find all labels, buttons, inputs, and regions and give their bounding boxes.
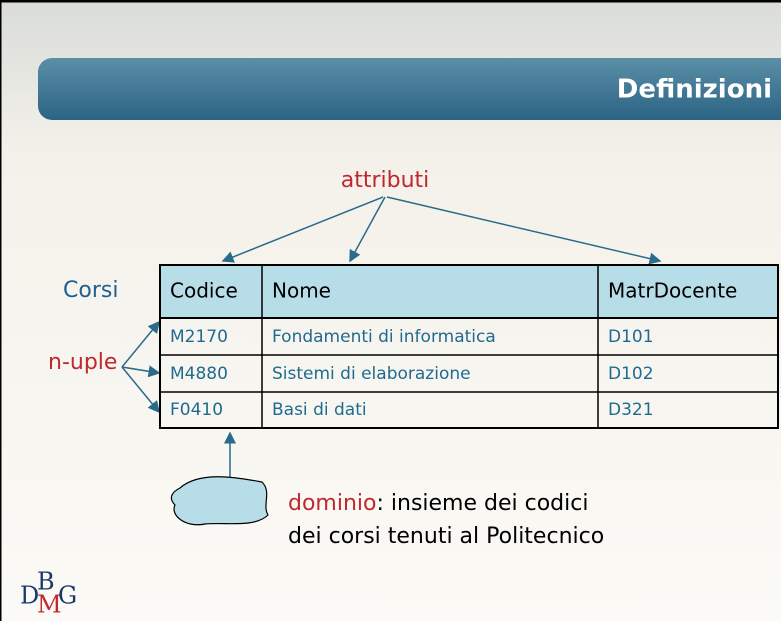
table-cell: F0410 bbox=[170, 400, 223, 420]
title: Definizioni bbox=[617, 75, 772, 105]
arrows bbox=[121, 196, 662, 478]
label-tuples: n-uple bbox=[48, 350, 117, 375]
logo-g: G bbox=[58, 582, 77, 610]
table-cell: M2170 bbox=[170, 327, 228, 347]
table-header-bg bbox=[160, 265, 778, 318]
table-cell: M4880 bbox=[170, 364, 228, 384]
domain-text: dominio: insieme dei codici bbox=[288, 491, 588, 516]
logo-d: D bbox=[20, 582, 39, 610]
table-cell: D101 bbox=[608, 327, 654, 347]
logo-b: B bbox=[37, 568, 55, 596]
table-header-cell: MatrDocente bbox=[608, 279, 737, 303]
logo: D B M G bbox=[20, 568, 77, 619]
table-cell: D102 bbox=[608, 364, 654, 384]
table-cell: Sistemi di elaborazione bbox=[272, 364, 471, 384]
table: Codice Nome MatrDocente M2170 Fondamenti di … bbox=[170, 279, 737, 421]
domain-rest: : insieme dei codici bbox=[376, 491, 588, 516]
domain-line2: dei corsi tenuti al Politecnico bbox=[288, 524, 604, 549]
domain-blob bbox=[170, 476, 269, 526]
domain-word: dominio bbox=[288, 491, 376, 516]
table-grid bbox=[159, 264, 779, 429]
table-cell: Basi di dati bbox=[272, 400, 367, 420]
table-cell: Fondamenti di informatica bbox=[272, 327, 496, 347]
table-header-cell: Codice bbox=[170, 279, 238, 303]
table-header-cell: Nome bbox=[272, 279, 331, 303]
label-relation: Corsi bbox=[63, 278, 118, 303]
logo-m: M bbox=[37, 591, 62, 619]
table-cell: D321 bbox=[608, 400, 654, 420]
title-bar bbox=[38, 58, 781, 120]
label-attributes: attributi bbox=[341, 168, 430, 193]
